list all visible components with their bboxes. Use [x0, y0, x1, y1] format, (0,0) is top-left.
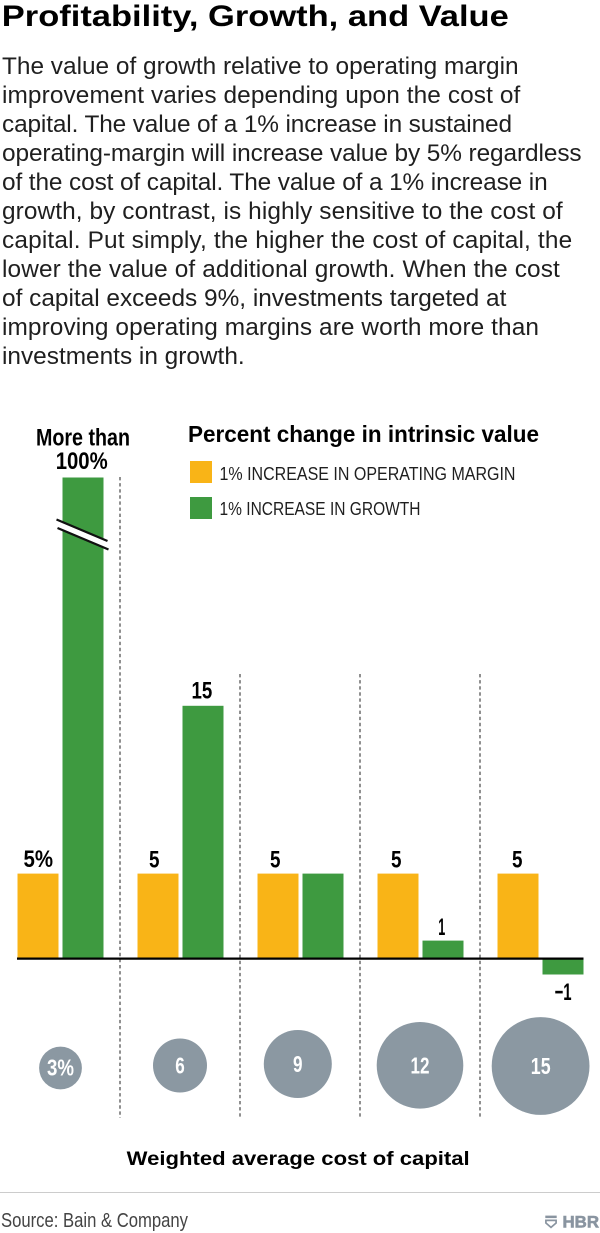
svg-text:Percent change in intrinsic va: Percent change in intrinsic value	[188, 421, 539, 447]
svg-text:HBR: HBR	[563, 1214, 600, 1232]
svg-text:1% INCREASE IN GROWTH: 1% INCREASE IN GROWTH	[220, 499, 421, 519]
svg-text:100%: 100%	[56, 448, 108, 475]
svg-text:−1: −1	[555, 979, 572, 1006]
svg-text:15: 15	[192, 678, 213, 705]
svg-text:15: 15	[531, 1053, 551, 1079]
svg-text:More than: More than	[36, 425, 130, 452]
svg-text:Weighted average cost of capit: Weighted average cost of capital	[127, 1148, 470, 1170]
svg-text:9: 9	[293, 1051, 303, 1077]
svg-text:5: 5	[270, 847, 281, 874]
svg-text:1: 1	[438, 914, 445, 941]
svg-text:Source: Bain & Company: Source: Bain & Company	[1, 1210, 189, 1232]
svg-text:5: 5	[149, 847, 160, 874]
svg-text:5: 5	[391, 847, 402, 874]
svg-text:12: 12	[411, 1053, 430, 1079]
svg-text:6: 6	[175, 1053, 185, 1079]
svg-text:3%: 3%	[47, 1055, 74, 1081]
svg-text:1% INCREASE IN OPERATING MARGI: 1% INCREASE IN OPERATING MARGIN	[220, 464, 516, 484]
svg-text:Profitability, Growth, and Val: Profitability, Growth, and Value	[2, 0, 509, 33]
svg-text:5: 5	[512, 847, 523, 874]
svg-text:5%: 5%	[24, 846, 54, 873]
